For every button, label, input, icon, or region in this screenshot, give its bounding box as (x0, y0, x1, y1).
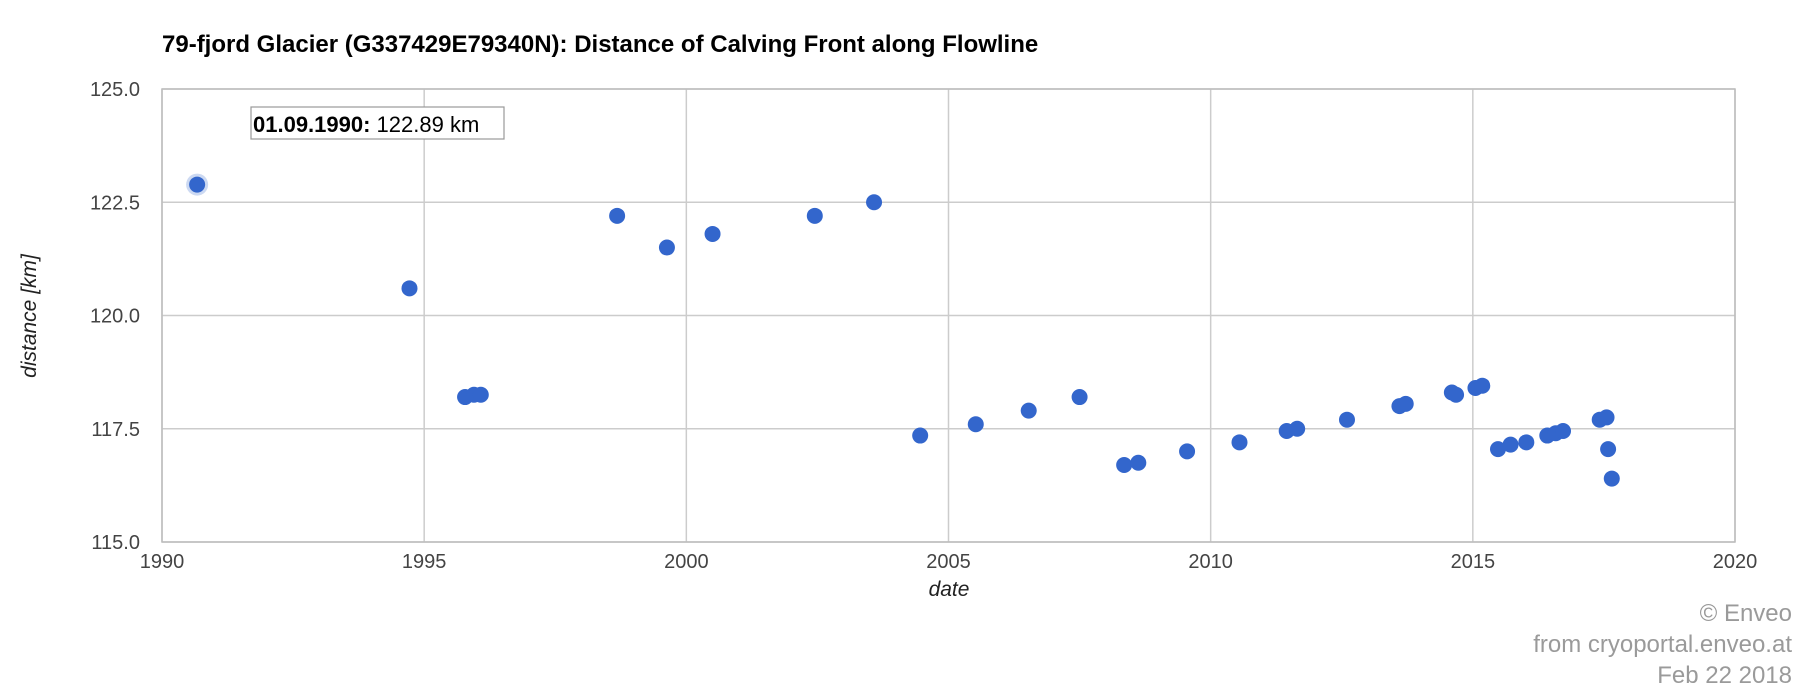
chart-title: 79-fjord Glacier (G337429E79340N): Dista… (162, 31, 1038, 58)
data-points (186, 173, 1620, 487)
tooltip-text: 01.09.1990: 122.89 km (253, 112, 479, 137)
tooltip-value: 122.89 km (370, 112, 479, 137)
data-point[interactable] (866, 194, 883, 211)
data-point[interactable] (1448, 386, 1465, 403)
credit-block: © Enveo from cryoportal.enveo.at Feb 22 … (1533, 598, 1792, 691)
data-point[interactable] (1338, 411, 1355, 428)
tooltip-date: 01.09.1990: (253, 112, 370, 137)
data-point[interactable] (1179, 443, 1196, 460)
x-tick-label: 1995 (402, 551, 447, 573)
x-tick-label: 2000 (664, 551, 709, 573)
data-point[interactable] (1474, 377, 1491, 394)
y-axis-title: distance [km] (18, 253, 41, 378)
tooltip-box (250, 106, 505, 140)
data-point[interactable] (1116, 456, 1133, 473)
data-point[interactable] (1231, 434, 1248, 451)
data-point[interactable] (1490, 441, 1507, 458)
credit-source: from cryoportal.enveo.at (1533, 631, 1792, 658)
y-tick-label: 120.0 (90, 306, 140, 328)
data-point[interactable] (1397, 395, 1414, 412)
data-point[interactable] (189, 176, 206, 193)
data-point[interactable] (1603, 470, 1620, 487)
data-point[interactable] (1071, 389, 1088, 406)
x-tick-label: 1990 (140, 551, 185, 573)
credit-date: Feb 22 2018 (1657, 662, 1792, 689)
y-axis-ticks: 115.0 117.5 120.0 122.5 125.0 (90, 79, 140, 554)
y-tick-label: 122.5 (90, 192, 140, 214)
data-point[interactable] (704, 225, 721, 242)
data-point[interactable] (1289, 420, 1306, 437)
data-point[interactable] (967, 416, 984, 433)
data-point[interactable] (401, 280, 418, 297)
x-tick-label: 2005 (926, 551, 971, 573)
tooltip: 01.09.1990: 122.89 km (250, 106, 505, 140)
data-point[interactable] (658, 239, 675, 256)
y-tick-label: 125.0 (90, 79, 140, 101)
data-point[interactable] (1502, 436, 1519, 453)
data-point[interactable] (1600, 441, 1617, 458)
grid-lines (161, 88, 1736, 543)
data-point[interactable] (1598, 409, 1615, 426)
data-point[interactable] (912, 427, 929, 444)
data-point[interactable] (1020, 402, 1037, 419)
y-tick-label: 117.5 (91, 419, 140, 441)
x-tick-label: 2020 (1713, 551, 1758, 573)
x-tick-label: 2015 (1451, 551, 1496, 573)
y-tick-label: 115.0 (91, 532, 140, 554)
data-point[interactable] (609, 207, 626, 224)
credit-copyright: © Enveo (1699, 600, 1792, 627)
data-point[interactable] (806, 207, 823, 224)
plot-frame (161, 88, 1736, 543)
x-axis-title: date (929, 578, 970, 601)
x-axis-ticks: 1990 1995 2000 2005 2010 2015 2020 (140, 551, 1758, 573)
data-point[interactable] (1518, 434, 1535, 451)
data-point[interactable] (1130, 454, 1147, 471)
data-point[interactable] (1555, 423, 1572, 440)
x-tick-label: 2010 (1188, 551, 1233, 573)
data-point[interactable] (472, 386, 489, 403)
